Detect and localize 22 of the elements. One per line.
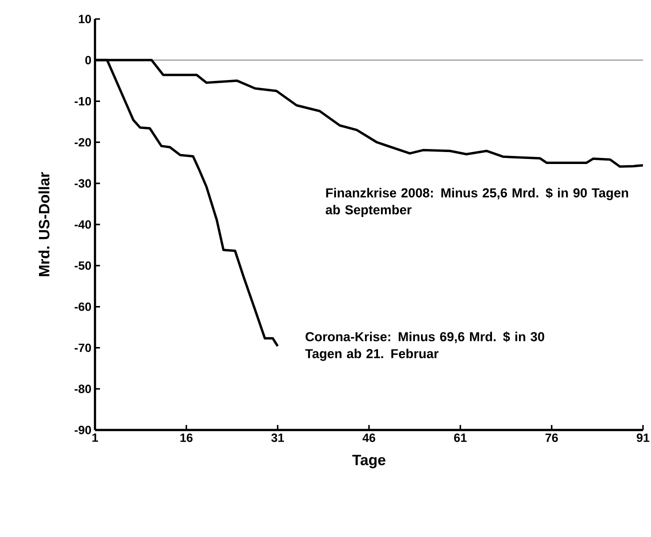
y-axis-title: Mrd. US-Dollar xyxy=(38,172,50,276)
y-tick-label: -80 xyxy=(74,384,91,394)
x-tick-label: 1 xyxy=(92,434,98,442)
annotation: Finanzkrise 2008: Minus 25,6 Mrd. $ in 90 Tagen ab September xyxy=(326,188,628,217)
x-tick-label: 91 xyxy=(636,434,650,442)
annotation: Corona-Krise: Minus 69,6 Mrd. $ in 30 Tagen ab 21. Februar xyxy=(305,332,544,361)
x-tick-label: 46 xyxy=(362,434,376,442)
y-tick-label: -90 xyxy=(74,426,91,434)
y-tick-label: 10 xyxy=(78,14,91,24)
y-tick-label: -10 xyxy=(74,96,91,106)
y-tick-label: -20 xyxy=(74,138,91,147)
x-tick-label: 76 xyxy=(546,434,558,442)
x-axis-title: Tage xyxy=(352,454,386,468)
y-tick-label: 0 xyxy=(85,56,91,64)
y-tick-label: -60 xyxy=(74,302,91,311)
y-tick-label: -30 xyxy=(74,179,91,188)
x-tick-label: 61 xyxy=(454,434,467,442)
x-tick-label: 16 xyxy=(180,434,193,442)
y-tick-label: -50 xyxy=(74,261,91,270)
x-tick-label: 31 xyxy=(271,434,284,442)
y-tick-label: -40 xyxy=(74,220,91,229)
y-tick-label: -70 xyxy=(74,344,91,352)
